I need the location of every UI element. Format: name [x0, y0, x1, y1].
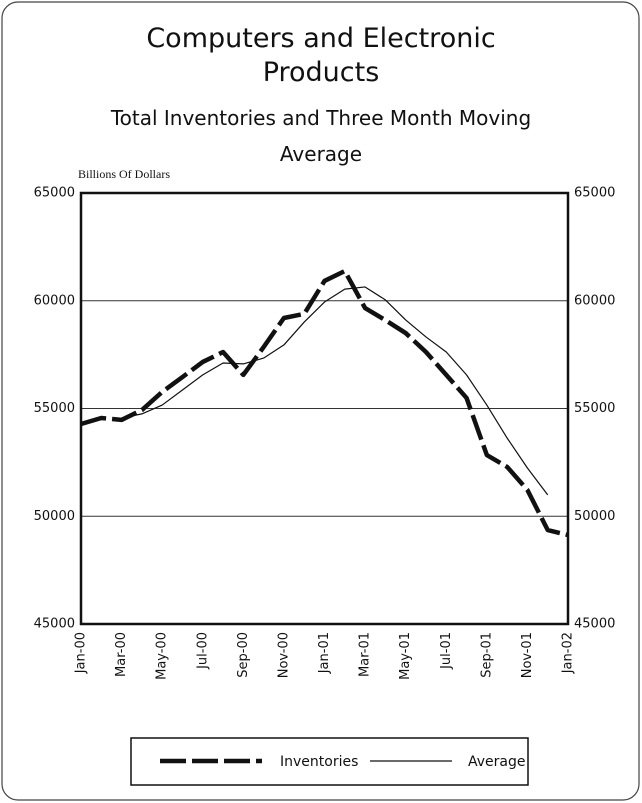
x-tick-label: Nov-00	[276, 632, 291, 678]
y2-tick-label: 60000	[574, 293, 615, 308]
y2-tick-label: 50000	[574, 509, 615, 524]
y-tick-label: 55000	[34, 401, 75, 416]
x-tick-label: May-01	[398, 632, 413, 680]
y-tick-label: 65000	[34, 186, 75, 201]
x-tick-label: Mar-00	[114, 632, 129, 677]
x-tick-label: Jul-01	[439, 632, 454, 670]
y-tick-label: 50000	[34, 509, 75, 524]
x-tick-label: Jan-01	[317, 632, 332, 674]
series-line	[121, 286, 549, 496]
x-tick-label: Jan-00	[74, 632, 89, 674]
chart-subtitle: Total Inventories and Three Month Moving…	[110, 106, 532, 166]
y-axis-label: Billions Of Dollars	[78, 167, 170, 181]
x-tick-label: Mar-01	[358, 632, 373, 677]
y-tick-label: 60000	[34, 293, 75, 308]
x-tick-label: Sep-00	[236, 632, 251, 678]
x-tick-label: Jul-00	[195, 632, 210, 670]
x-tick-label: Jan-02	[561, 632, 576, 674]
y2-tick-label: 45000	[574, 617, 615, 632]
x-tick-label: Nov-01	[520, 632, 535, 678]
legend-label: Inventories	[280, 754, 358, 770]
plot-border	[79, 191, 570, 626]
x-tick-label: May-00	[155, 632, 170, 680]
chart-title: Computers and Electronic Products	[146, 23, 496, 88]
legend-label: Average	[468, 754, 526, 770]
y2-tick-label: 55000	[574, 401, 615, 416]
x-tick-label: Sep-01	[479, 632, 494, 678]
legend-box	[130, 737, 529, 786]
y2-tick-label: 65000	[574, 186, 615, 201]
y-tick-label: 45000	[34, 617, 75, 632]
series-line	[80, 268, 569, 538]
